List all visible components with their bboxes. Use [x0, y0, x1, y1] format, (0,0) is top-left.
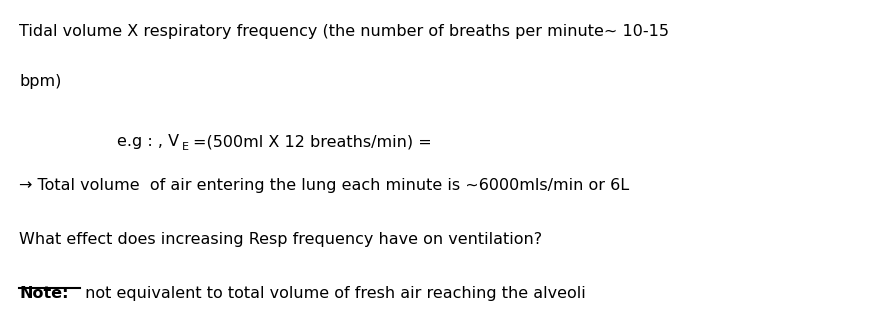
Text: not equivalent to total volume of fresh air reaching the alveoli: not equivalent to total volume of fresh …: [80, 286, 586, 301]
Text: =(500ml X 12 breaths/min) =: =(500ml X 12 breaths/min) =: [193, 134, 432, 149]
Text: Tidal volume X respiratory frequency (the number of breaths per minute~ 10-15: Tidal volume X respiratory frequency (th…: [19, 24, 670, 39]
Text: What effect does increasing Resp frequency have on ventilation?: What effect does increasing Resp frequen…: [19, 232, 543, 247]
Text: bpm): bpm): [19, 74, 62, 89]
Text: e.g : , V: e.g : , V: [117, 134, 180, 149]
Text: Note:: Note:: [19, 286, 69, 301]
Text: → Total volume  of air entering the lung each minute is ~6000mls/min or 6L: → Total volume of air entering the lung …: [19, 178, 629, 193]
Text: E: E: [181, 142, 189, 152]
